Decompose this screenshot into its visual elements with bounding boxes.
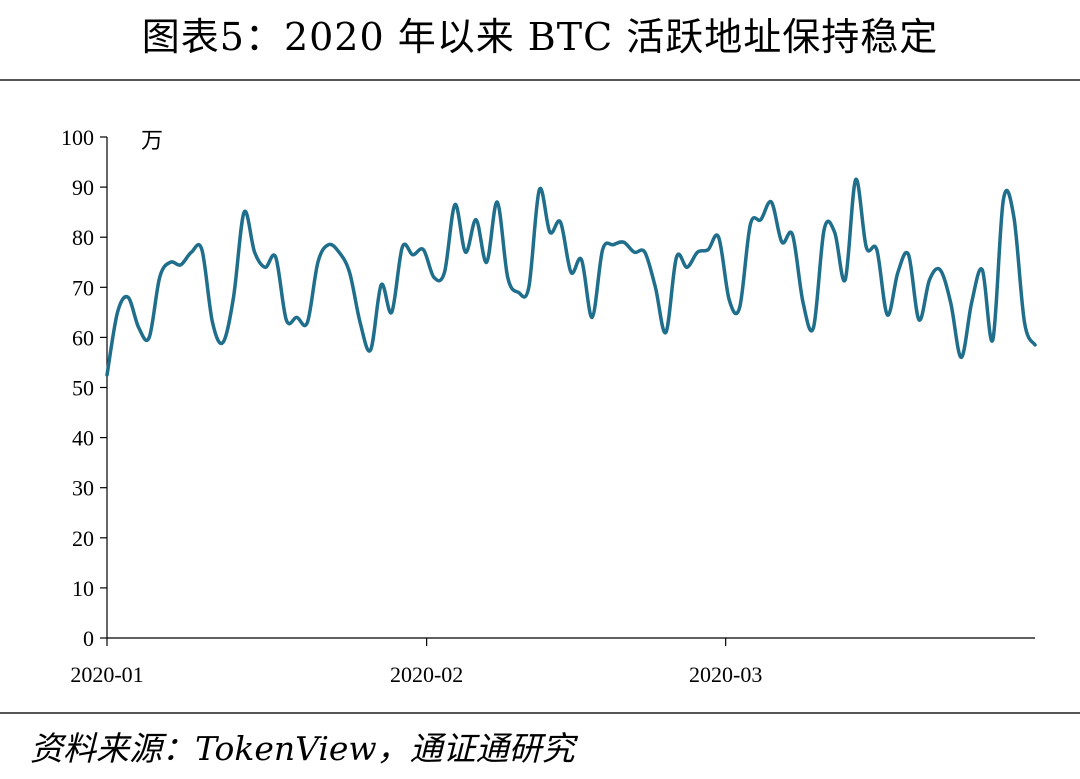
y-tick-label: 70 [72, 275, 94, 300]
x-axis-ticks: 2020-01 2020-02 2020-03 [70, 638, 762, 687]
y-unit-label: 万 [141, 129, 163, 154]
y-tick-label: 40 [72, 426, 94, 451]
y-tick-label: 10 [72, 576, 94, 601]
x-tick-label: 2020-03 [689, 662, 762, 687]
x-tick-label: 2020-01 [70, 662, 143, 687]
y-tick-label: 90 [72, 175, 94, 200]
y-tick-label: 80 [72, 225, 94, 250]
chart-title: 图表5：2020 年以来 BTC 活跃地址保持稳定 [141, 15, 939, 59]
series-line [105, 177, 1037, 377]
source-divider [0, 712, 1080, 714]
source-note: 资料来源：TokenView，通证通研究 [30, 729, 575, 768]
y-tick-label: 100 [61, 125, 94, 150]
y-tick-label: 0 [83, 626, 94, 651]
y-tick-label: 60 [72, 325, 94, 350]
y-tick-label: 20 [72, 526, 94, 551]
y-tick-label: 50 [72, 376, 94, 401]
title-divider [0, 79, 1080, 81]
x-tick-label: 2020-02 [390, 662, 463, 687]
y-axis-ticks: 0 10 20 30 40 50 60 70 80 90 100 [61, 125, 107, 651]
y-tick-label: 30 [72, 476, 94, 501]
